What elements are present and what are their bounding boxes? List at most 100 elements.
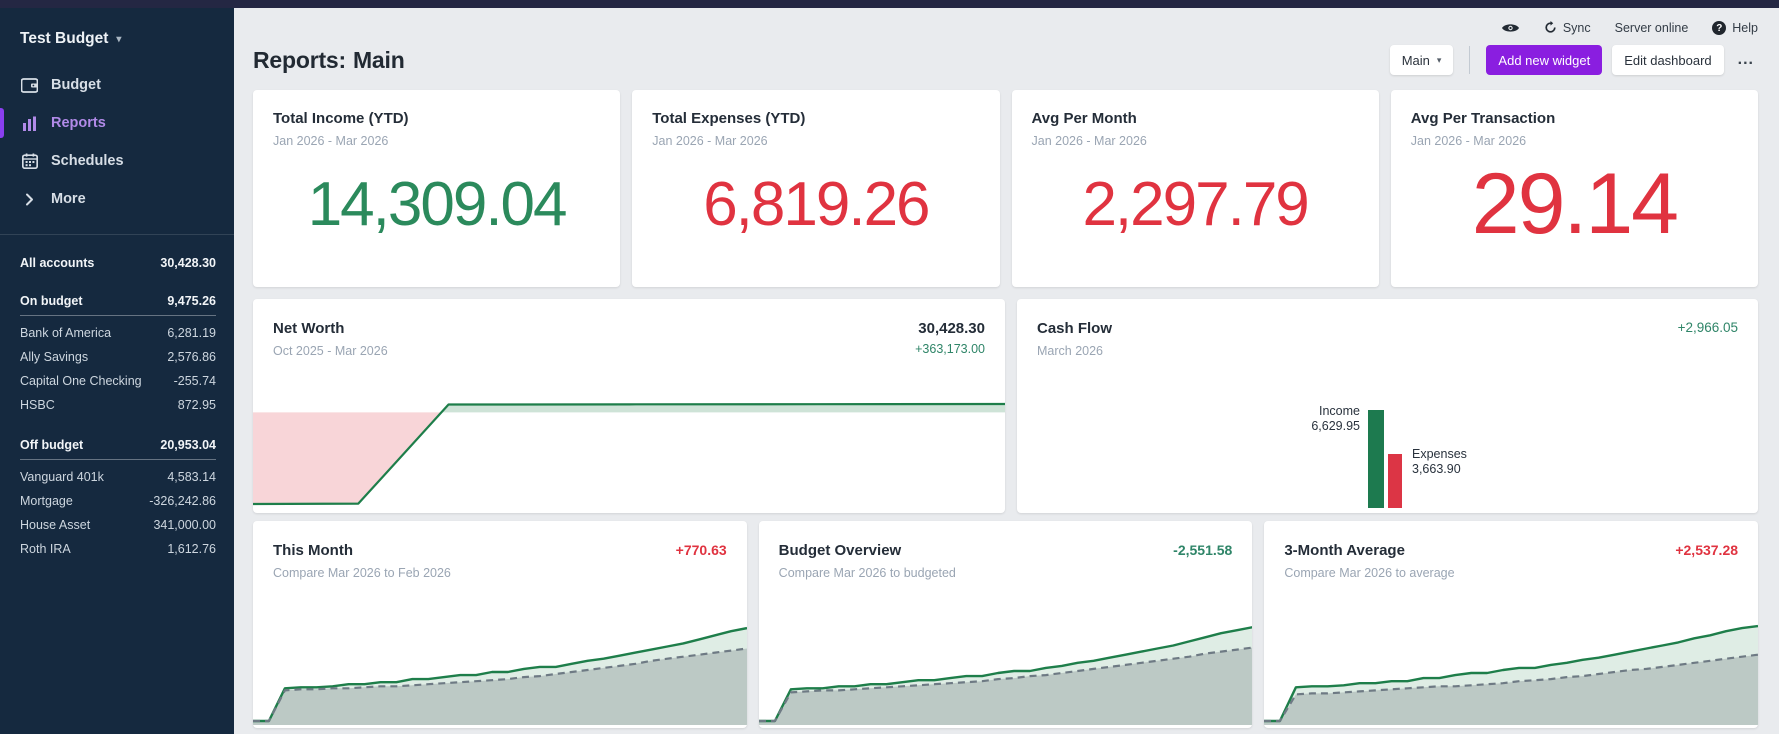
server-status[interactable]: Server online — [1615, 21, 1689, 35]
account-balance: 872.95 — [177, 398, 216, 412]
widget-subtitle: Jan 2026 - Mar 2026 — [1031, 134, 1147, 148]
widget-avg-per-month[interactable]: Avg Per Month Jan 2026 - Mar 2026 2,297.… — [1011, 90, 1379, 287]
privacy-eye-button[interactable] — [1501, 22, 1520, 34]
account-row[interactable]: Roth IRA 1,612.76 — [20, 537, 216, 561]
widget-title: Total Income (YTD) — [273, 110, 409, 127]
widget-avg-per-transaction[interactable]: Avg Per Transaction Jan 2026 - Mar 2026 … — [1390, 90, 1758, 287]
account-name: Roth IRA — [20, 542, 71, 556]
account-row[interactable]: Capital One Checking -255.74 — [20, 369, 216, 393]
widget-value: -2,551.58 — [1173, 542, 1233, 558]
widget-subtitle: Compare Mar 2026 to average — [1284, 566, 1455, 580]
header-actions: Main ▾ Add new widget Edit dashboard ... — [1389, 45, 1758, 75]
budget-overview-chart — [758, 613, 1253, 725]
group-label: Off budget — [20, 438, 84, 452]
net-worth-chart — [253, 400, 1005, 508]
widget-total-expenses[interactable]: Total Expenses (YTD) Jan 2026 - Mar 2026… — [632, 90, 1000, 287]
all-accounts-row[interactable]: All accounts 30,428.30 — [20, 251, 216, 275]
income-value: 6,629.95 — [1311, 419, 1360, 434]
page-title: Reports: Main — [253, 47, 405, 74]
widget-value: 2,297.79 — [1082, 170, 1309, 239]
widget-value: 29.14 — [1471, 156, 1679, 252]
widget-subtitle: Oct 2025 - Mar 2026 — [273, 344, 388, 358]
widget-title: This Month — [273, 542, 353, 559]
dashboard-selector[interactable]: Main ▾ — [1389, 45, 1454, 75]
account-row[interactable]: Ally Savings 2,576.86 — [20, 345, 216, 369]
expenses-label: Expenses — [1412, 447, 1467, 461]
widget-this-month[interactable]: This Month Compare Mar 2026 to Feb 2026 … — [253, 521, 747, 728]
off-budget-header-row[interactable]: Off budget 20,953.04 — [20, 433, 216, 460]
account-name: Capital One Checking — [20, 374, 142, 388]
sidebar-item-reports[interactable]: Reports — [0, 104, 234, 142]
account-balance: -255.74 — [173, 374, 216, 388]
widget-total-income[interactable]: Total Income (YTD) Jan 2026 - Mar 2026 1… — [253, 90, 621, 287]
account-row[interactable]: Bank of America 6,281.19 — [20, 321, 216, 345]
widget-subtitle: Compare Mar 2026 to budgeted — [778, 566, 956, 580]
account-balance: 30,428.30 — [160, 256, 216, 270]
sidebar-item-label: Budget — [51, 77, 101, 93]
sidebar-item-more[interactable]: More — [0, 180, 234, 218]
on-budget-group: On budget 9,475.26 Bank of America 6,281… — [20, 289, 216, 417]
account-row[interactable]: Mortgage -326,242.86 — [20, 489, 216, 513]
kpi-row: Total Income (YTD) Jan 2026 - Mar 2026 1… — [253, 90, 1758, 287]
page-title-prefix: Reports: — [253, 46, 346, 73]
sidebar-item-schedules[interactable]: Schedules — [0, 142, 234, 180]
account-balance: 1,612.76 — [167, 542, 216, 556]
widget-net-worth[interactable]: Net Worth Oct 2025 - Mar 2026 30,428.30 … — [253, 299, 1005, 513]
sync-icon — [1545, 21, 1556, 33]
sidebar-nav: Budget Reports Schedules More — [0, 66, 234, 218]
edit-dashboard-label: Edit dashboard — [1624, 52, 1712, 68]
sidebar: Test Budget ▾ Budget Reports Schedules — [0, 8, 234, 734]
off-budget-group: Off budget 20,953.04 Vanguard 401k 4,583… — [20, 433, 216, 561]
page-header: Reports: Main Main ▾ Add new widget Edit … — [253, 44, 1758, 76]
account-row[interactable]: Vanguard 401k 4,583.14 — [20, 465, 216, 489]
sync-button[interactable]: Sync — [1544, 21, 1591, 35]
expenses-bar — [1388, 454, 1402, 508]
account-name: Bank of America — [20, 326, 112, 340]
budget-switcher[interactable]: Test Budget ▾ — [0, 8, 234, 48]
account-name: Vanguard 401k — [20, 470, 104, 484]
widget-title: Budget Overview — [778, 542, 902, 559]
widget-budget-overview[interactable]: Budget Overview Compare Mar 2026 to budg… — [758, 521, 1253, 728]
sidebar-item-budget[interactable]: Budget — [0, 66, 234, 104]
sidebar-item-label: Schedules — [51, 153, 124, 169]
divider — [1469, 46, 1471, 74]
help-button[interactable]: ? Help — [1712, 21, 1758, 35]
account-name: All accounts — [20, 256, 95, 270]
edit-dashboard-button[interactable]: Edit dashboard — [1612, 45, 1724, 75]
account-row[interactable]: House Asset 341,000.00 — [20, 513, 216, 537]
widget-subtitle: Jan 2026 - Mar 2026 — [652, 134, 768, 148]
chevron-down-icon: ▾ — [1436, 54, 1442, 65]
expenses-value: 3,663.90 — [1412, 462, 1461, 477]
group-balance: 20,953.04 — [160, 438, 216, 452]
middle-row: Net Worth Oct 2025 - Mar 2026 30,428.30 … — [253, 299, 1758, 513]
accounts-list: All accounts 30,428.30 On budget 9,475.2… — [0, 234, 234, 561]
widget-title: Total Expenses (YTD) — [652, 110, 806, 127]
account-balance: 4,583.14 — [167, 470, 216, 484]
widget-subtitle: Compare Mar 2026 to Feb 2026 — [273, 566, 451, 580]
income-bar — [1368, 410, 1384, 508]
account-balance: 341,000.00 — [153, 518, 216, 532]
help-label: Help — [1732, 21, 1758, 35]
add-widget-label: Add new widget — [1498, 52, 1591, 68]
account-row[interactable]: HSBC 872.95 — [20, 393, 216, 417]
chevron-down-icon: ▾ — [116, 33, 122, 45]
help-icon: ? — [1712, 21, 1727, 35]
add-new-widget-button[interactable]: Add new widget — [1486, 45, 1603, 75]
widget-title: 3-Month Average — [1284, 542, 1405, 559]
on-budget-header-row[interactable]: On budget 9,475.26 — [20, 289, 216, 316]
calendar-icon — [21, 153, 38, 170]
sidebar-item-label: More — [51, 191, 86, 207]
widget-title: Avg Per Transaction — [1410, 110, 1556, 127]
widget-subtitle: Jan 2026 - Mar 2026 — [273, 134, 389, 148]
widget-subtitle: Jan 2026 - Mar 2026 — [1410, 134, 1527, 148]
widget-3-month-average[interactable]: 3-Month Average Compare Mar 2026 to aver… — [1264, 521, 1759, 728]
widget-cash-flow[interactable]: Cash Flow March 2026 +2,966.05 Income 6,… — [1017, 299, 1758, 513]
widget-subtitle: March 2026 — [1037, 344, 1104, 358]
income-label: Income — [1319, 404, 1360, 418]
account-balance: -326,242.86 — [149, 494, 216, 508]
more-options-button[interactable]: ... — [1734, 51, 1758, 69]
compare-row: This Month Compare Mar 2026 to Feb 2026 … — [253, 521, 1759, 728]
income-bar-label: Income 6,629.95 — [1311, 404, 1360, 435]
account-balance: 6,281.19 — [167, 326, 216, 340]
ellipsis-icon: ... — [1737, 51, 1754, 68]
